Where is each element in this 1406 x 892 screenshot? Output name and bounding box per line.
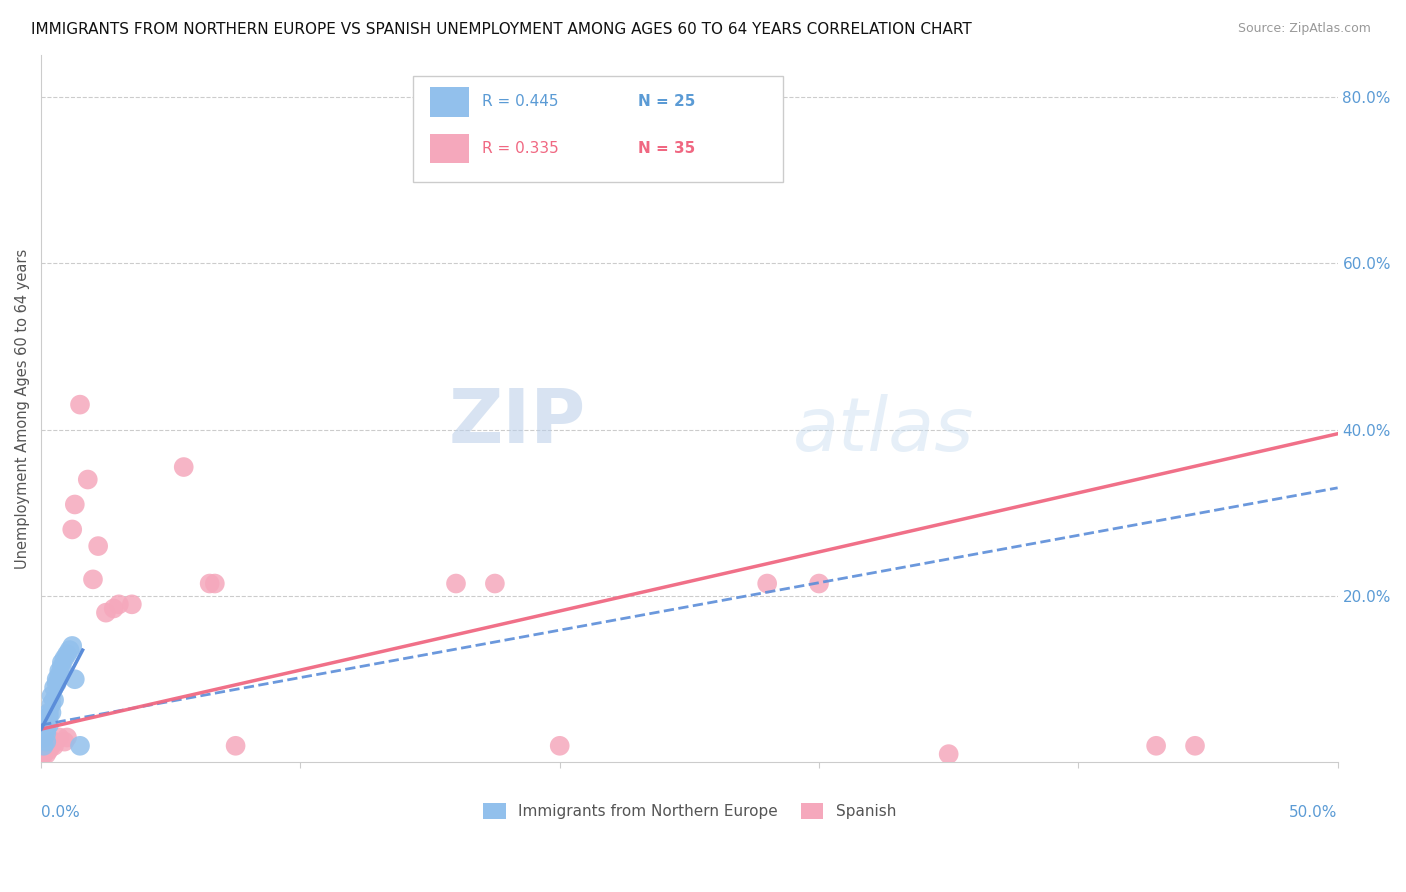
Point [548, 739, 571, 753]
Point [35, 739, 58, 753]
Text: N = 25: N = 25 [637, 94, 695, 109]
Point [1144, 739, 1167, 753]
Point [38, 739, 60, 753]
Text: R = 0.335: R = 0.335 [482, 141, 558, 156]
Text: Source: ZipAtlas.com: Source: ZipAtlas.com [1237, 22, 1371, 36]
Point [35, 722, 58, 736]
Point [108, 598, 131, 612]
Point [56, 731, 79, 745]
Point [121, 598, 143, 612]
Point [32, 747, 55, 761]
Point [69, 739, 91, 753]
Point [35, 726, 58, 740]
FancyBboxPatch shape [413, 77, 783, 183]
Text: ZIP: ZIP [449, 386, 586, 459]
Point [38, 706, 60, 720]
Point [103, 601, 125, 615]
Point [41, 739, 63, 753]
Point [32, 743, 55, 757]
Point [45, 676, 67, 690]
Text: 0.0%: 0.0% [41, 805, 80, 820]
Point [76, 473, 98, 487]
Text: IMMIGRANTS FROM NORTHERN EUROPE VS SPANISH UNEMPLOYMENT AMONG AGES 60 TO 64 YEAR: IMMIGRANTS FROM NORTHERN EUROPE VS SPANI… [31, 22, 972, 37]
Point [444, 576, 467, 591]
Point [42, 681, 65, 695]
Point [41, 697, 63, 711]
Point [42, 734, 65, 748]
Point [45, 672, 67, 686]
Point [53, 734, 76, 748]
Point [225, 739, 247, 753]
Point [42, 693, 65, 707]
Point [938, 747, 960, 761]
Point [56, 647, 79, 661]
Point [87, 539, 110, 553]
Text: 50.0%: 50.0% [1289, 805, 1337, 820]
Text: R = 0.445: R = 0.445 [482, 94, 558, 109]
Point [38, 718, 60, 732]
Legend: Immigrants from Northern Europe, Spanish: Immigrants from Northern Europe, Spanish [477, 797, 903, 825]
Point [48, 668, 70, 682]
Point [41, 706, 63, 720]
Point [32, 731, 55, 745]
Point [198, 576, 221, 591]
Point [173, 460, 195, 475]
Point [60, 639, 83, 653]
Point [69, 398, 91, 412]
Point [32, 739, 55, 753]
Point [38, 743, 60, 757]
Point [1184, 739, 1206, 753]
Y-axis label: Unemployment Among Ages 60 to 64 years: Unemployment Among Ages 60 to 64 years [15, 249, 30, 569]
Point [808, 576, 831, 591]
Point [42, 739, 65, 753]
Point [41, 689, 63, 703]
Point [51, 659, 73, 673]
Point [756, 576, 779, 591]
FancyBboxPatch shape [430, 134, 470, 163]
Point [94, 606, 117, 620]
Text: atlas: atlas [793, 394, 974, 466]
Point [51, 656, 73, 670]
Point [484, 576, 506, 591]
Text: N = 35: N = 35 [637, 141, 695, 156]
Point [41, 734, 63, 748]
Point [48, 664, 70, 678]
Point [38, 709, 60, 723]
Point [35, 734, 58, 748]
Point [63, 498, 86, 512]
FancyBboxPatch shape [430, 87, 470, 117]
Point [53, 651, 76, 665]
Point [35, 747, 58, 761]
Point [60, 523, 83, 537]
Point [82, 573, 104, 587]
Point [204, 576, 226, 591]
Point [63, 672, 86, 686]
Point [48, 731, 70, 745]
Point [59, 643, 82, 657]
